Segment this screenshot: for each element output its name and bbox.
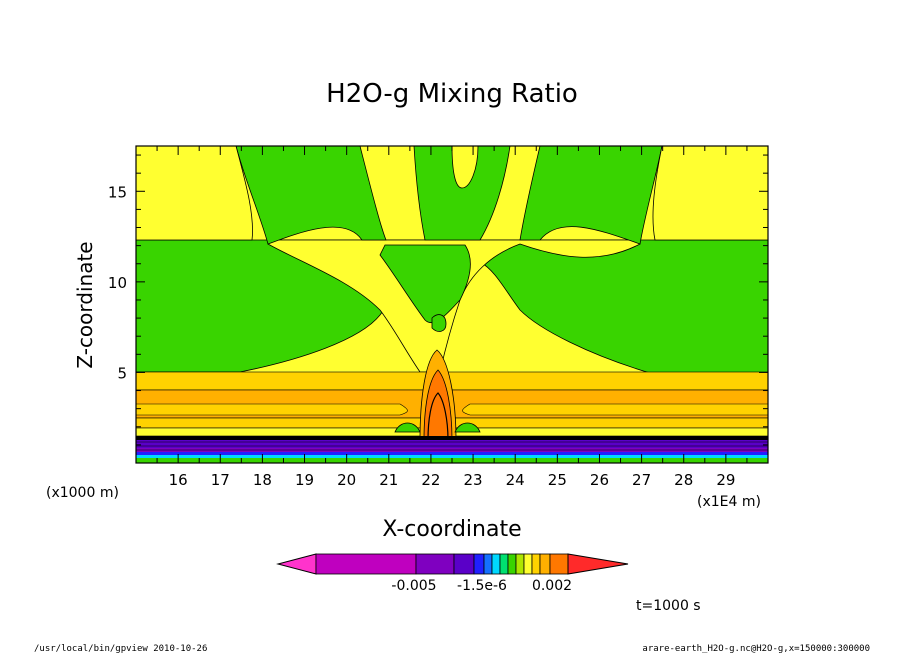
footer-left-text: /usr/local/bin/gpview 2010-10-26: [34, 644, 207, 654]
x-axis-label: X-coordinate: [382, 517, 521, 542]
colorbar-label: -1.5e-6: [457, 578, 507, 594]
green-arch-left: [235, 146, 387, 245]
plume-core: [427, 392, 449, 441]
y-tick-label: 15: [108, 183, 127, 201]
colorbar-swatch: [483, 553, 493, 575]
x-tick-label: 21: [379, 471, 398, 489]
y-axis-unit: (x1000 m): [46, 485, 119, 501]
colorbar-swatch: [473, 553, 485, 575]
x-tick-label: 20: [337, 471, 356, 489]
x-tick-label: 25: [548, 471, 567, 489]
colorbar-swatch: [507, 553, 517, 575]
y-tick-label: 5: [117, 364, 127, 382]
green-arch-right: [519, 146, 663, 245]
yellow-spike: [451, 146, 479, 189]
x-tick-label: 24: [506, 471, 525, 489]
colorbar-swatch: [491, 553, 501, 575]
x-tick-label: 17: [211, 471, 230, 489]
y-axis-label: Z-coordinate: [73, 241, 97, 368]
axis-ticks: [135, 146, 769, 464]
x-tick-label: 23: [464, 471, 483, 489]
layer-violet: [136, 440, 768, 451]
colorbar: [276, 553, 629, 575]
colorbar-swatch: [499, 553, 509, 575]
colorbar-labels: -0.005 -1.5e-6 0.002: [391, 578, 572, 594]
contour-plot-area: [136, 146, 768, 463]
colorbar-swatch: [549, 553, 569, 575]
time-label: t=1000 s: [636, 598, 701, 614]
x-tick-label: 19: [295, 471, 314, 489]
colorbar-swatch: [415, 553, 455, 575]
x-tick-label: 27: [632, 471, 651, 489]
layer-black: [136, 436, 768, 440]
green-center-patch: [379, 244, 471, 323]
colorbar-label: -0.005: [391, 578, 436, 594]
layer-blue: [136, 452, 768, 455]
layer-cyan: [136, 455, 768, 458]
green-small-patch: [431, 314, 447, 332]
x-tick-label: 18: [253, 471, 272, 489]
chart-title: H2O-g Mixing Ratio: [326, 79, 578, 109]
x-axis-unit: (x1E4 m): [697, 494, 761, 510]
y-tick-label: 10: [108, 274, 127, 292]
yellow-right-top: [652, 146, 768, 241]
colorbar-label: 0.002: [532, 578, 572, 594]
colorbar-swatch: [315, 553, 417, 575]
x-tick-label: 16: [169, 471, 188, 489]
colorbar-max-arrow: [567, 553, 629, 575]
colorbar-swatch: [539, 553, 551, 575]
x-tick-label: 26: [590, 471, 609, 489]
colorbar-min-arrow: [276, 553, 317, 575]
x-tick-label: 29: [716, 471, 735, 489]
green-arch-center: [413, 146, 511, 241]
colorbar-swatch: [453, 553, 475, 575]
axis-tick-labels: 16 17 18 19 20 21 22 23 24 25 26 27 28 29 5 10 15: [108, 183, 736, 489]
footer-right-text: arare-earth_H2O-g.nc@H2O-g,x=150000:3000…: [642, 644, 870, 654]
x-tick-label: 28: [674, 471, 693, 489]
colorbar-swatch: [523, 553, 533, 575]
yellow-left-top: [136, 146, 253, 241]
colorbar-swatch: [515, 553, 525, 575]
band-gold-inner: [136, 403, 768, 416]
green-plume-sides: [394, 422, 481, 433]
colorbar-swatch: [531, 553, 541, 575]
x-tick-label: 22: [421, 471, 440, 489]
